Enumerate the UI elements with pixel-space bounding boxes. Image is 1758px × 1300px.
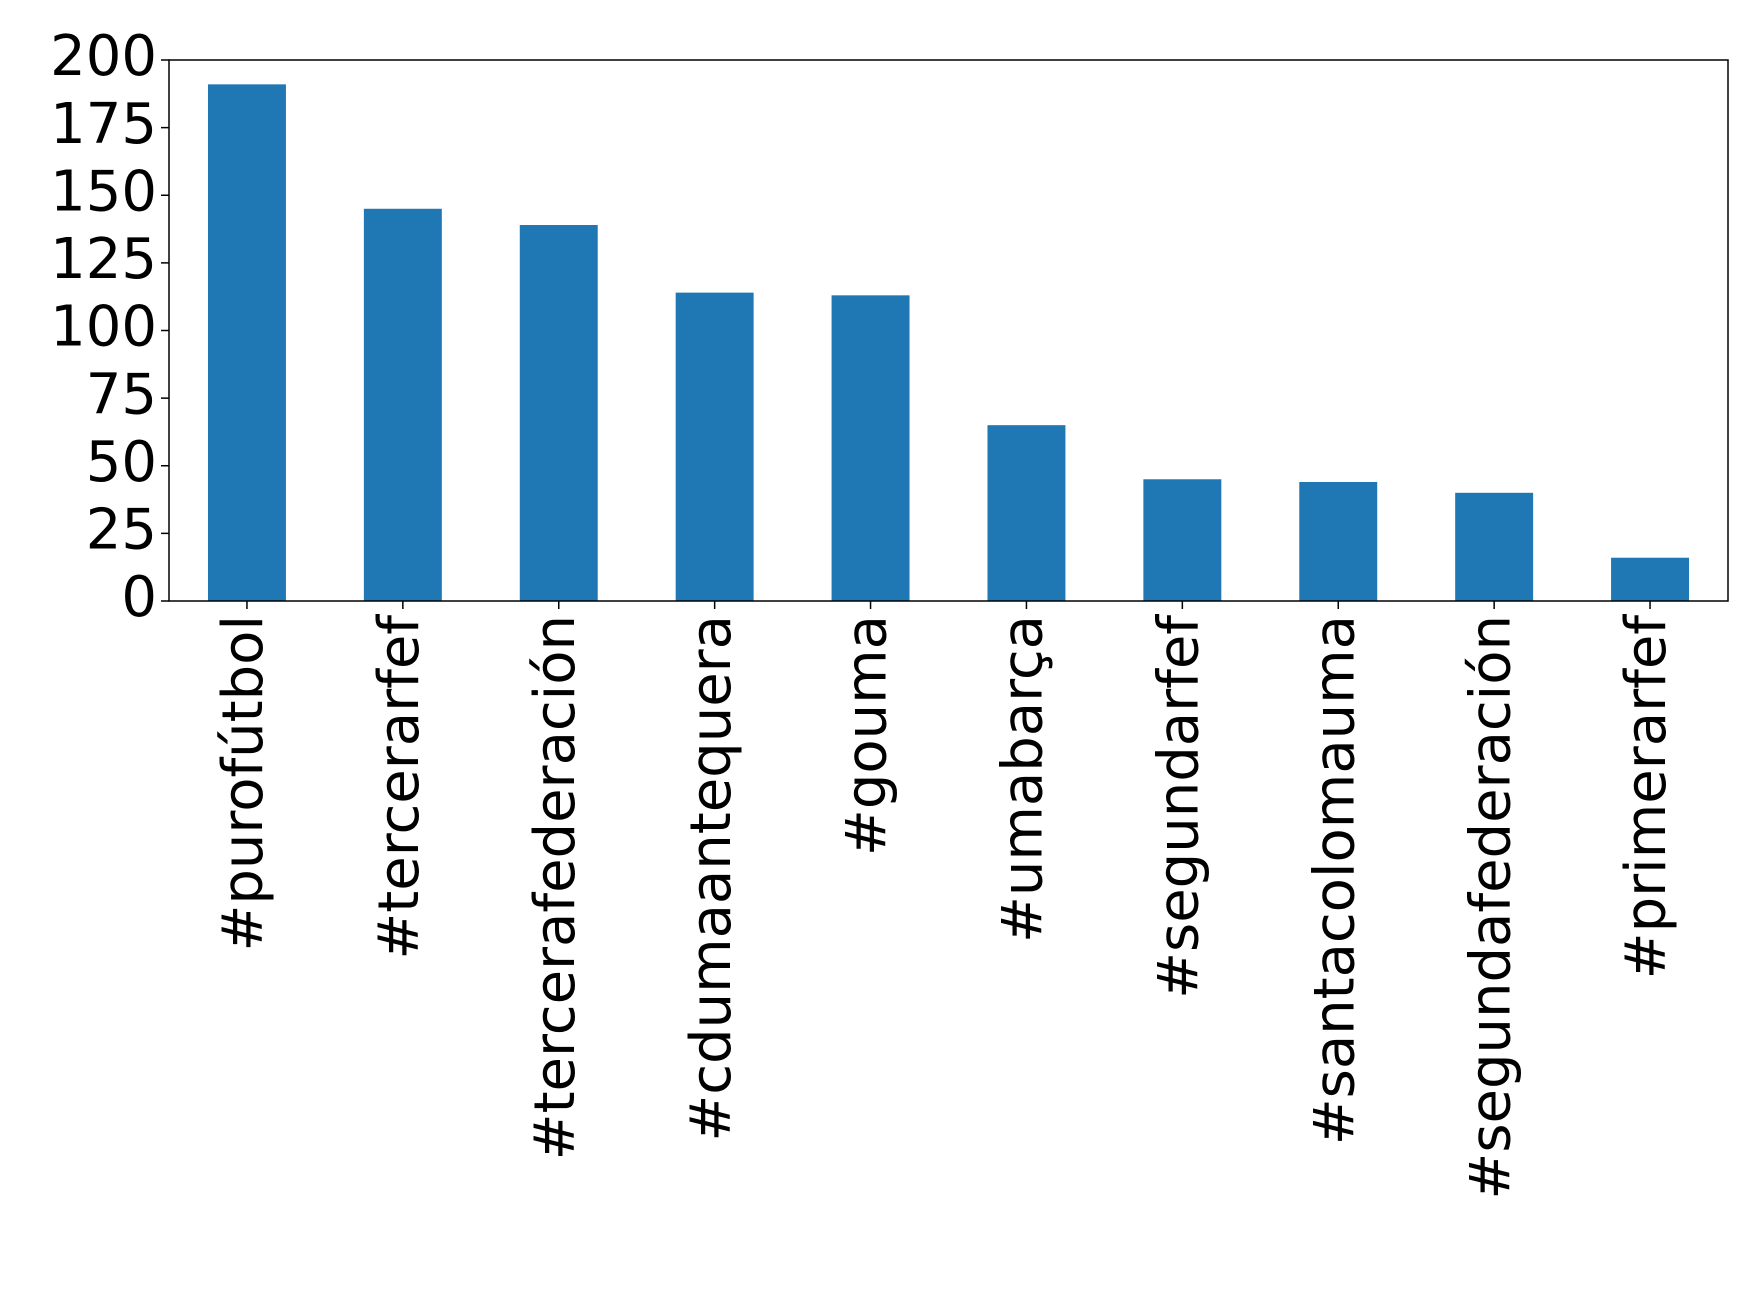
y-tick-label: 75 xyxy=(86,362,157,427)
plot-frame xyxy=(168,59,1729,602)
bar xyxy=(831,295,910,601)
y-tick-label: 125 xyxy=(50,227,157,292)
x-tick-label: #segundarfef xyxy=(1146,614,1211,999)
x-tick-label: #tercerarfef xyxy=(367,614,432,960)
bar xyxy=(987,425,1066,601)
bar xyxy=(1611,557,1690,601)
y-tick-label: 0 xyxy=(121,565,157,630)
bar xyxy=(1143,479,1222,601)
y-tick-label: 200 xyxy=(50,24,157,89)
bar xyxy=(1299,481,1378,601)
y-tick-label: 50 xyxy=(86,430,157,495)
bar xyxy=(363,208,442,601)
x-tick-label: #santacolomauma xyxy=(1302,615,1367,1145)
bar xyxy=(675,292,754,601)
x-tick-label: #purofútbol xyxy=(211,615,276,952)
x-tick-label: #cdumaantequera xyxy=(679,615,744,1142)
x-tick-label: #primerarfef xyxy=(1614,614,1679,980)
x-tick-label: #umabarça xyxy=(991,615,1056,943)
y-tick-label: 150 xyxy=(50,159,157,224)
bar xyxy=(207,84,286,602)
x-tick-label: #tercerafederación xyxy=(523,615,588,1160)
y-tick-label: 100 xyxy=(50,295,157,360)
bar xyxy=(1455,492,1534,601)
x-tick-label: #segundafederación xyxy=(1458,615,1523,1200)
y-tick-label: 175 xyxy=(50,92,157,157)
x-tick-label: #gouma xyxy=(835,615,900,856)
bar xyxy=(519,225,598,601)
y-tick-label: 25 xyxy=(86,498,157,563)
